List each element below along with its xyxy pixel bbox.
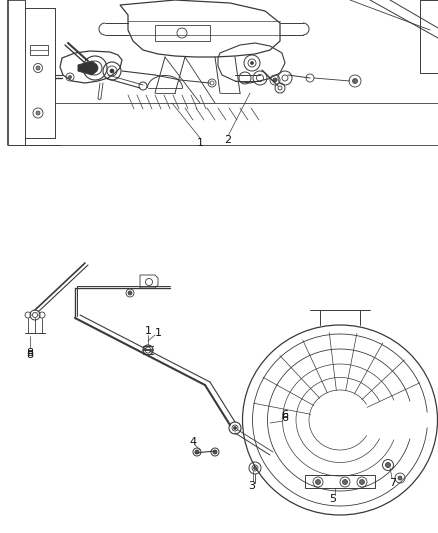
Circle shape	[213, 450, 217, 454]
Circle shape	[36, 111, 40, 115]
Text: 2: 2	[224, 135, 232, 145]
Circle shape	[92, 65, 98, 71]
Circle shape	[36, 66, 40, 70]
Circle shape	[128, 291, 132, 295]
Circle shape	[398, 476, 402, 480]
Text: 8: 8	[26, 348, 34, 358]
Text: 8: 8	[26, 350, 34, 360]
Circle shape	[68, 76, 71, 78]
Text: 5: 5	[329, 494, 336, 504]
Circle shape	[251, 61, 254, 64]
Text: 7: 7	[389, 478, 396, 488]
Circle shape	[385, 463, 391, 467]
Text: 1: 1	[145, 326, 152, 336]
Text: 4: 4	[190, 437, 197, 447]
Text: 6: 6	[282, 413, 289, 423]
Circle shape	[353, 78, 357, 84]
Text: 1: 1	[197, 138, 204, 148]
Circle shape	[273, 78, 277, 82]
Circle shape	[233, 426, 237, 430]
Circle shape	[360, 480, 364, 484]
Circle shape	[254, 466, 257, 470]
Text: 1: 1	[155, 328, 162, 338]
Text: 6: 6	[282, 410, 289, 420]
Circle shape	[315, 480, 321, 484]
Circle shape	[110, 69, 114, 73]
Circle shape	[195, 450, 199, 454]
Text: 3: 3	[248, 481, 255, 491]
Polygon shape	[78, 61, 97, 75]
Circle shape	[343, 480, 347, 484]
